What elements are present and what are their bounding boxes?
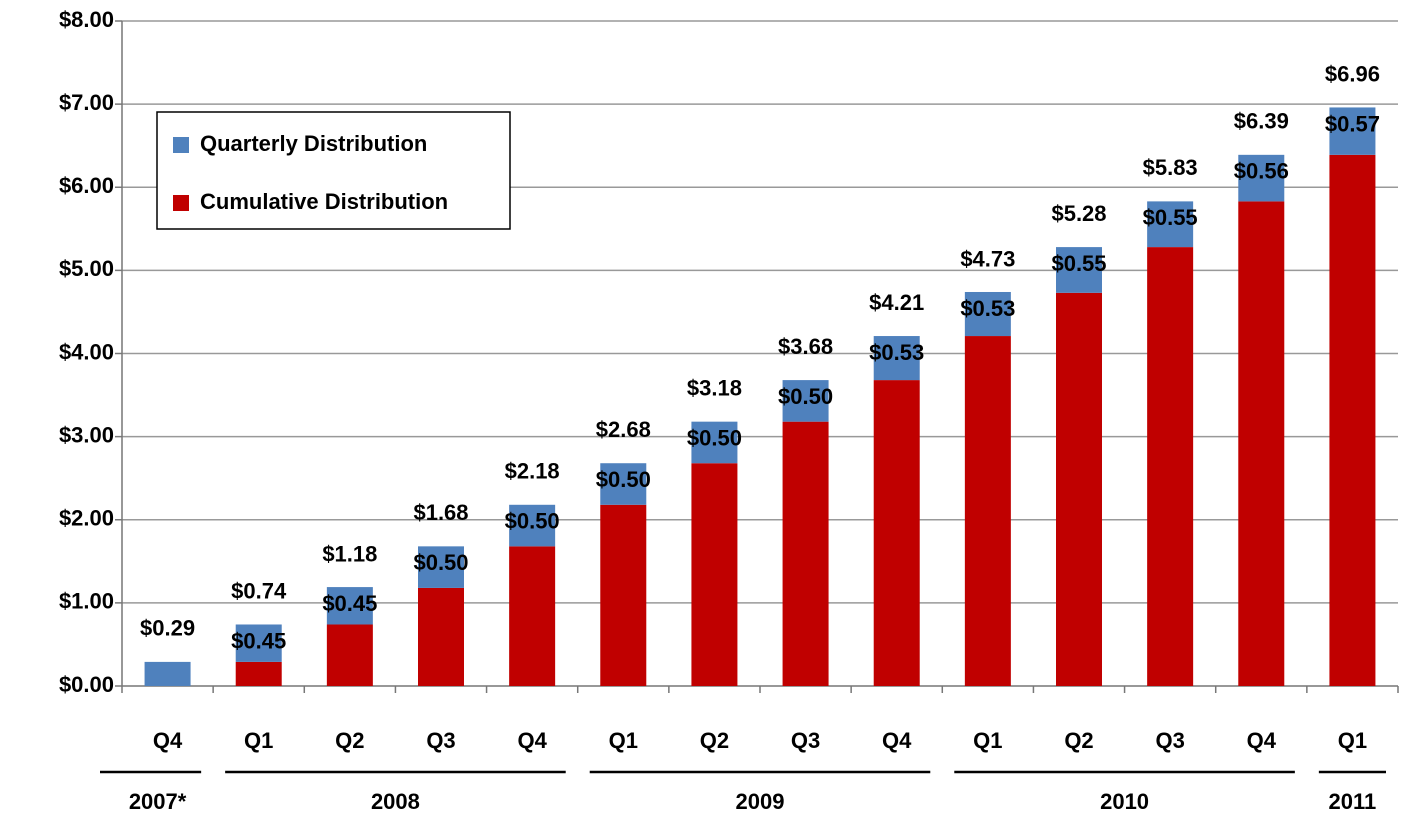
bar-segment [326, 624, 373, 686]
y-tick-label: $1.00 [59, 589, 114, 614]
segment-label: $0.45 [231, 628, 286, 653]
group-label: 2008 [371, 789, 420, 814]
y-tick-label: $6.00 [59, 173, 114, 198]
bar-segment [600, 504, 647, 686]
total-label: $1.18 [322, 542, 377, 567]
bar-segment [1056, 292, 1102, 686]
x-tick-label: Q4 [1247, 728, 1277, 753]
segment-label: $0.53 [960, 296, 1015, 321]
y-tick-label: $4.00 [59, 339, 114, 364]
total-label: $6.39 [1234, 109, 1289, 134]
bar-segment [418, 546, 464, 588]
legend-label: Cumulative Distribution [200, 189, 448, 214]
bar-segment [1329, 154, 1376, 687]
segment-label: $0.50 [687, 425, 742, 450]
segment-label: $0.56 [1234, 159, 1289, 184]
segment-label: $0.50 [778, 384, 833, 409]
bar-segment [691, 463, 738, 686]
x-tick-label: Q1 [1338, 728, 1367, 753]
bar-segment [1238, 154, 1285, 202]
x-tick-label: Q1 [609, 728, 638, 753]
x-tick-label: Q2 [1064, 728, 1093, 753]
bar-segment [509, 504, 556, 547]
legend-swatch [173, 137, 189, 153]
bar-segment [691, 421, 738, 464]
x-tick-label: Q2 [335, 728, 364, 753]
total-label: $5.83 [1143, 155, 1198, 180]
bar-segment [600, 463, 647, 505]
x-tick-label: Q2 [700, 728, 729, 753]
x-tick-label: Q3 [1155, 728, 1184, 753]
y-tick-label: $3.00 [59, 422, 114, 447]
segment-label: $0.50 [596, 467, 651, 492]
bar-segment [873, 380, 920, 686]
x-tick-label: Q3 [426, 728, 455, 753]
bar-segment [144, 661, 191, 686]
bar-segment [1147, 247, 1194, 686]
bar-segment [235, 624, 282, 662]
x-tick-label: Q1 [973, 728, 1002, 753]
x-tick-label: Q1 [244, 728, 273, 753]
group-label: 2011 [1329, 789, 1377, 814]
bar-segment [418, 587, 464, 686]
total-label: $6.96 [1325, 61, 1380, 86]
x-tick-label: Q3 [791, 728, 820, 753]
x-tick-label: Q4 [517, 728, 547, 753]
y-tick-label: $2.00 [59, 506, 114, 531]
bar-segment [1238, 201, 1285, 686]
y-tick-label: $8.00 [59, 7, 114, 32]
segment-label: $0.53 [869, 340, 924, 365]
segment-label: $0.55 [1143, 205, 1198, 230]
total-label: $3.18 [687, 375, 742, 400]
segment-label: $0.45 [322, 591, 377, 616]
bar-segment [964, 291, 1011, 337]
x-tick-label: Q4 [882, 728, 912, 753]
total-label: $0.29 [140, 616, 195, 641]
total-label: $1.68 [413, 500, 468, 525]
y-tick-label: $5.00 [59, 256, 114, 281]
total-label: $4.73 [960, 247, 1015, 272]
bar-segment [1329, 107, 1376, 155]
bar-segment [782, 380, 829, 422]
bar-segment [1056, 247, 1102, 293]
segment-label: $0.57 [1325, 111, 1380, 136]
bar-segment [509, 546, 556, 686]
segment-label: $0.55 [1051, 251, 1106, 276]
segment-label: $0.50 [413, 550, 468, 575]
bar-segment [235, 661, 282, 686]
bar-segment [326, 587, 373, 625]
total-label: $4.21 [869, 290, 924, 315]
legend-box [156, 111, 511, 230]
bar-segment [782, 421, 829, 686]
group-label: 2009 [736, 789, 785, 814]
group-label: 2010 [1100, 789, 1149, 814]
total-label: $0.74 [231, 578, 287, 603]
x-tick-label: Q4 [153, 728, 183, 753]
legend-label: Quarterly Distribution [200, 131, 427, 156]
total-label: $2.68 [596, 417, 651, 442]
bar-segment [1147, 201, 1194, 248]
bar-segment [873, 336, 920, 381]
total-label: $2.18 [505, 459, 560, 484]
segment-label: $0.50 [505, 509, 560, 534]
group-label: 2007* [129, 789, 187, 814]
total-label: $3.68 [778, 334, 833, 359]
bar-segment [964, 336, 1011, 686]
legend-swatch [173, 195, 189, 211]
y-tick-label: $7.00 [59, 90, 114, 115]
y-tick-label: $0.00 [59, 672, 114, 697]
total-label: $5.28 [1051, 201, 1106, 226]
